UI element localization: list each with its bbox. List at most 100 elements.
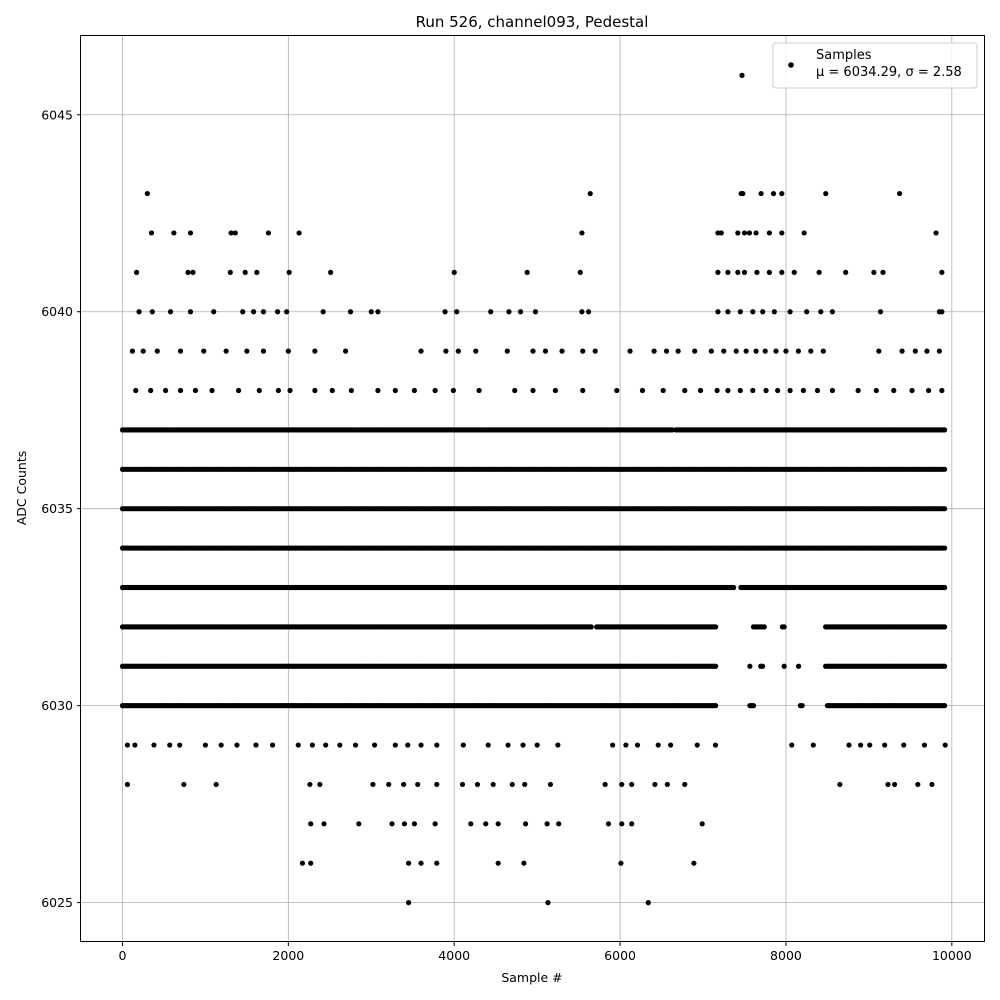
data-point: [602, 781, 608, 788]
data-point: [308, 860, 314, 866]
data-point: [921, 742, 928, 748]
data-point: [924, 348, 930, 354]
data-point: [909, 387, 915, 394]
data-point: [299, 860, 306, 866]
data-point: [228, 230, 234, 236]
data-point: [623, 742, 629, 748]
data-points: [119, 72, 948, 906]
data-point: [580, 348, 586, 354]
data-point: [735, 230, 741, 236]
data-point: [651, 348, 657, 354]
data-point: [750, 703, 757, 709]
data-point: [136, 309, 142, 315]
data-point: [389, 821, 395, 827]
data-point: [876, 348, 882, 354]
data-point: [694, 742, 700, 748]
data-point: [873, 387, 879, 394]
data-point: [218, 742, 224, 748]
data-point: [418, 742, 424, 748]
data-point: [634, 742, 641, 748]
data-point: [743, 348, 749, 354]
data-point: [167, 309, 174, 315]
data-point: [737, 309, 743, 315]
data-point: [750, 309, 756, 315]
data-point: [286, 269, 292, 275]
data-point: [579, 309, 585, 315]
data-point: [406, 900, 412, 906]
data-point: [820, 348, 826, 354]
data-point: [750, 387, 756, 394]
data-point: [896, 190, 903, 197]
data-point: [455, 348, 461, 354]
data-point: [405, 742, 411, 748]
data-point: [587, 190, 593, 197]
data-point: [692, 348, 698, 354]
data-point: [124, 781, 131, 788]
data-point: [779, 269, 785, 275]
data-point: [177, 742, 183, 748]
x-axis-ticks: 0 2000 4000 6000 8000 10000: [118, 942, 972, 963]
data-point: [320, 309, 326, 315]
data-point: [213, 781, 219, 788]
data-point: [618, 860, 624, 866]
data-point: [443, 348, 449, 354]
data-point: [227, 269, 233, 275]
data-point: [739, 72, 745, 78]
data-point: [133, 269, 140, 275]
data-point: [211, 309, 217, 315]
data-point: [406, 860, 412, 866]
data-point: [545, 900, 551, 906]
data-point: [783, 348, 789, 354]
data-point: [375, 309, 381, 315]
data-point: [880, 269, 886, 275]
data-point: [411, 387, 417, 394]
data-point: [585, 309, 592, 315]
data-point: [588, 624, 594, 630]
data-point: [823, 190, 829, 197]
data-point: [725, 309, 731, 315]
data-point: [171, 230, 177, 236]
data-point: [460, 742, 466, 748]
data-point: [942, 703, 948, 709]
data-point: [837, 781, 843, 788]
data-point: [337, 742, 343, 748]
data-point: [244, 348, 250, 354]
data-point: [192, 387, 199, 394]
data-point: [787, 309, 793, 315]
data-point: [753, 230, 759, 236]
data-point: [476, 387, 482, 394]
data-point: [232, 230, 238, 236]
data-point: [885, 781, 891, 788]
data-point: [779, 190, 785, 197]
data-point: [867, 742, 873, 748]
data-point: [552, 387, 558, 394]
data-point: [506, 309, 512, 315]
data-point: [939, 269, 945, 275]
data-point: [454, 309, 460, 315]
data-point: [209, 387, 215, 394]
data-point: [370, 781, 376, 788]
data-point: [699, 821, 705, 827]
chart-title: Run 526, channel093, Pedestal: [416, 13, 649, 31]
data-point: [190, 269, 196, 275]
data-point: [129, 348, 136, 354]
data-point: [401, 781, 407, 788]
data-point: [202, 742, 208, 748]
data-point: [712, 742, 719, 748]
legend-marker: [788, 62, 794, 68]
data-point: [473, 348, 479, 354]
y-tick-label: 6040: [41, 304, 73, 319]
data-point: [260, 309, 267, 315]
data-point: [708, 348, 714, 354]
data-point: [713, 703, 719, 709]
data-point: [392, 742, 398, 748]
legend: Samples μ = 6034.29, σ = 2.58: [772, 42, 978, 89]
legend-box: [772, 42, 978, 89]
data-point: [474, 781, 481, 788]
data-point: [418, 348, 424, 354]
data-point: [432, 821, 438, 827]
data-point: [939, 309, 945, 315]
data-point: [691, 860, 697, 866]
data-point: [307, 781, 313, 788]
data-point: [942, 427, 948, 433]
